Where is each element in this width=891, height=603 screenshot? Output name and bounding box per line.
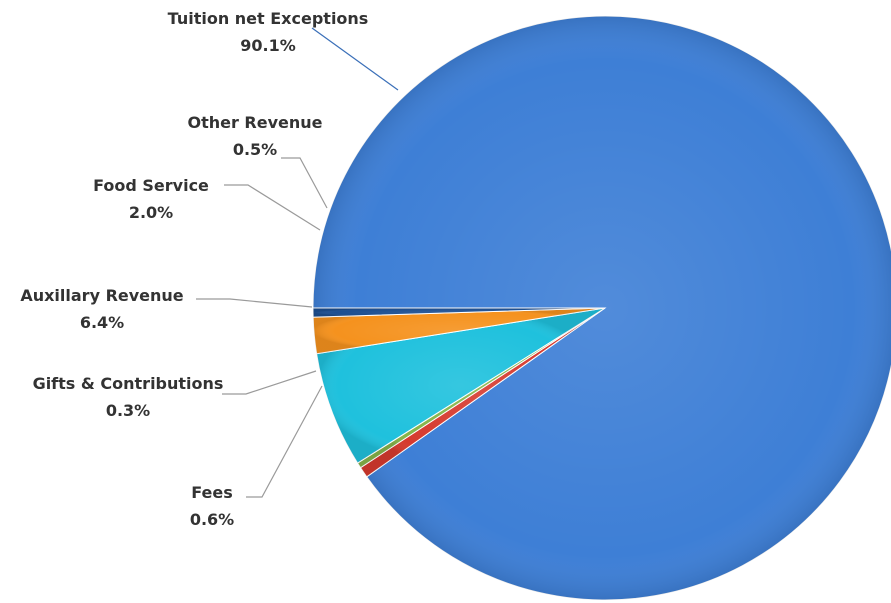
slice-label-other-revenue: Other Revenue (187, 113, 322, 132)
leader-line-tuition-net-exceptions (311, 27, 399, 91)
leader-line-gifts-and-contributions (222, 370, 317, 395)
pie-slice-shade-auxillary-revenue (316, 308, 605, 464)
slice-label-tuition-net-exceptions: Tuition net Exceptions (168, 9, 369, 28)
slice-label-food-service: Food Service (93, 176, 209, 195)
slice-value-other-revenue: 0.5% (233, 140, 277, 159)
pie-slices (312, 15, 891, 601)
slice-value-tuition-net-exceptions: 90.1% (240, 36, 296, 55)
slice-label-gifts-and-contributions: Gifts & Contributions (33, 374, 224, 393)
leader-line-food-service (224, 184, 321, 231)
leader-line-other-revenue (281, 157, 328, 209)
slice-label-fees: Fees (191, 483, 233, 502)
pie-slice-shade-fees (360, 308, 605, 477)
leader-line-fees (246, 385, 323, 498)
slice-labels: Tuition net Exceptions 90.1% Fees 0.6% Gifts… (20, 9, 368, 529)
pie-slice-shade-tuition-net-exceptions (313, 16, 891, 600)
slice-label-auxillary-revenue: Auxillary Revenue (20, 286, 183, 305)
slice-value-fees: 0.6% (190, 510, 234, 529)
slice-value-auxillary-revenue: 6.4% (80, 313, 124, 332)
slice-value-food-service: 2.0% (129, 203, 173, 222)
leader-lines (196, 27, 399, 498)
leader-line-auxillary-revenue (196, 298, 313, 308)
slice-value-gifts-and-contributions: 0.3% (106, 401, 150, 420)
pie-slice-shade-other-revenue (312, 308, 605, 318)
pie-slice-shade-gifts-and-contributions (357, 308, 605, 468)
pie-slice-shade-food-service (313, 308, 605, 354)
